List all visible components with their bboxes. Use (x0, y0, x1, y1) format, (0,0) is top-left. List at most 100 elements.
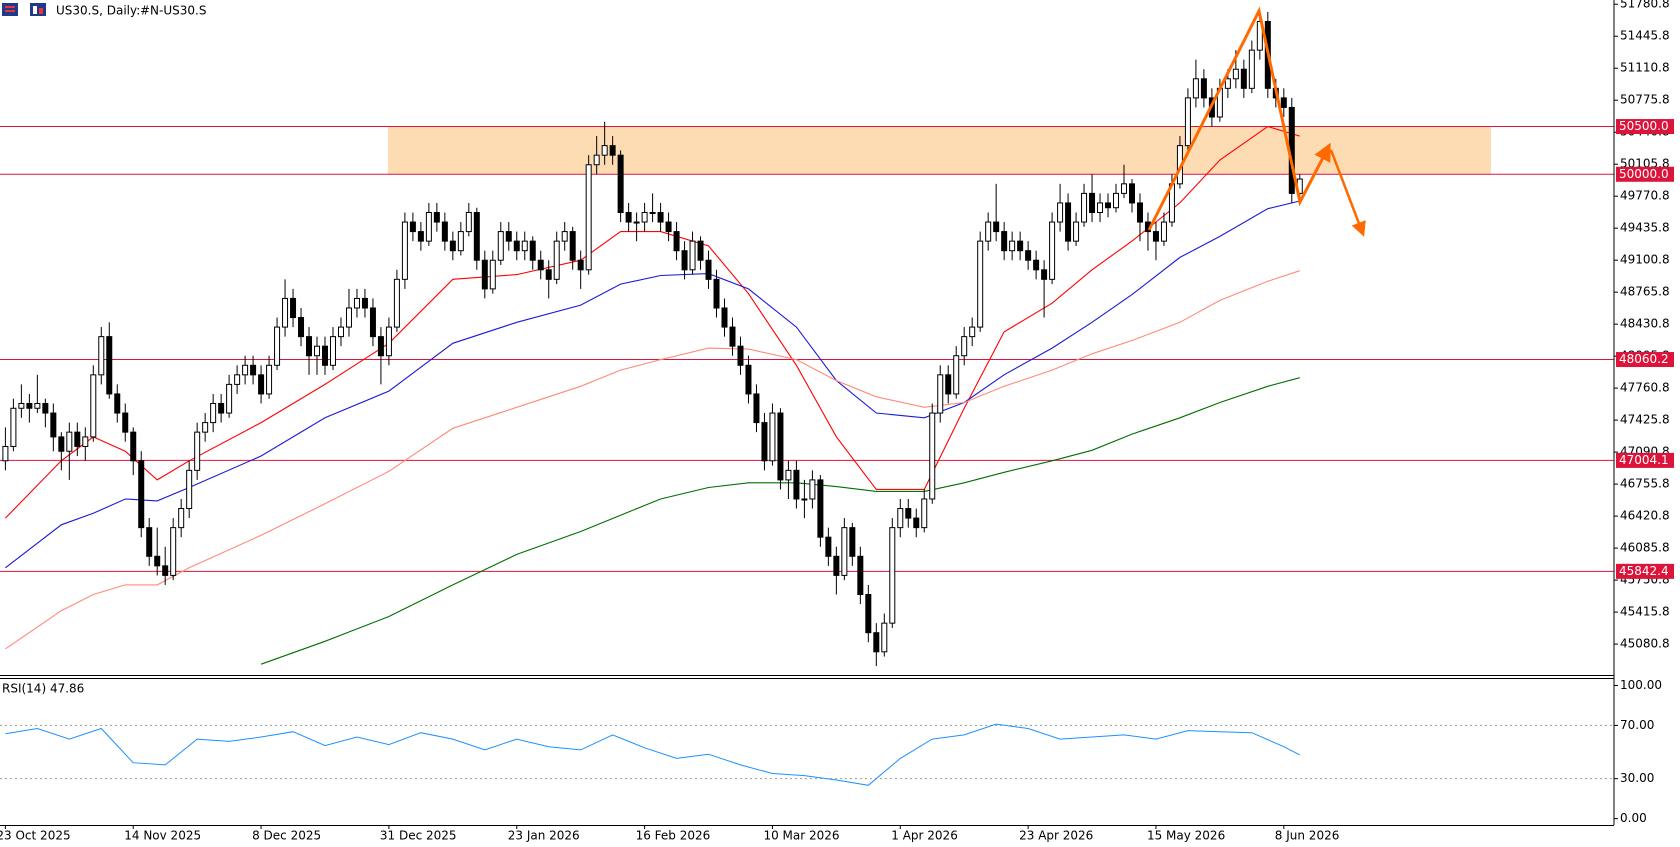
candle-body (633, 221, 640, 224)
candle-body (561, 231, 568, 242)
candle-body (98, 336, 105, 376)
icon (33, 6, 37, 14)
candle-body (122, 412, 129, 433)
candle-body (337, 326, 344, 338)
candle-body (649, 211, 656, 214)
candle-body (577, 259, 584, 271)
icon (30, 3, 46, 16)
candle-body (529, 240, 536, 261)
candle-body (713, 278, 720, 309)
candle-body (1152, 231, 1159, 242)
candle-body (953, 355, 960, 395)
moving-average (5, 125, 1300, 519)
candle-body (937, 374, 944, 414)
y-tick-label: 47760.8 (1620, 381, 1670, 395)
candle-body (1232, 68, 1239, 80)
supply-zone (388, 126, 1491, 175)
y-tick-label: 51445.8 (1620, 29, 1670, 43)
candle-body (481, 259, 488, 290)
candle-body (329, 336, 336, 366)
candle-body (601, 145, 608, 156)
candle-body (202, 422, 209, 433)
candle-body (1200, 78, 1207, 99)
candle-body (969, 326, 976, 338)
candle-body (873, 632, 880, 653)
candle-body (1224, 78, 1231, 89)
candle-body (473, 211, 480, 261)
candle-body (82, 436, 89, 447)
candle-body (1073, 221, 1080, 242)
x-tick-label: 8 Dec 2025 (252, 829, 321, 843)
candle-body (242, 364, 249, 376)
candle-body (353, 297, 360, 309)
candle-body (945, 374, 952, 395)
x-tick-label: 15 May 2026 (1147, 829, 1225, 843)
candle-body (369, 307, 376, 338)
y-tick-label: 51110.8 (1620, 61, 1670, 75)
y-tick-label: 45080.8 (1620, 637, 1670, 651)
y-tick-label: 49770.8 (1620, 189, 1670, 203)
candle-body (809, 479, 816, 500)
candle-body (234, 374, 241, 385)
candle-body (737, 345, 744, 366)
candle-body (849, 527, 856, 557)
candle-body (154, 555, 161, 567)
levels-layer (0, 126, 1614, 572)
candle-body (817, 479, 824, 538)
candle-body (306, 336, 313, 357)
y-tick-label: 48430.8 (1620, 317, 1670, 331)
rsi-layer (0, 723, 1614, 786)
level-label-box (1616, 119, 1674, 135)
candle-body (929, 412, 936, 500)
rsi-title: RSI(14) 47.86 (2, 682, 84, 696)
candle-body (26, 402, 33, 409)
rsi-line (5, 723, 1301, 786)
candle-body (1041, 269, 1048, 280)
candle-body (66, 431, 73, 452)
candle-body (553, 240, 560, 280)
candle-body (625, 211, 632, 223)
candle-body (377, 336, 384, 357)
candle-body (90, 374, 97, 438)
x-tick-label: 8 Jun 2026 (1275, 829, 1340, 843)
moving-average (5, 200, 1300, 569)
level-label-box (1616, 352, 1674, 368)
candle-body (705, 259, 712, 280)
candle-body (138, 460, 145, 529)
candle-body (314, 345, 321, 357)
candle-body (537, 259, 544, 271)
y-tick-label: 49100.8 (1620, 253, 1670, 267)
candle-body (226, 383, 233, 414)
candle-body (274, 326, 281, 366)
x-tick-label: 23 Jan 2026 (508, 829, 580, 843)
pattern-drawing (1147, 6, 1331, 231)
ma-layer (5, 125, 1300, 665)
candle-body (345, 307, 352, 328)
candle-body (585, 164, 592, 271)
candle-body (993, 221, 1000, 233)
candle-body (266, 364, 273, 395)
candle-body (186, 469, 193, 510)
candle-body (1240, 68, 1247, 89)
candle-body (729, 326, 736, 347)
candle-body (50, 412, 57, 438)
x-tick-label: 23 Oct 2025 (0, 829, 71, 843)
level-label: 47004.1 (1619, 453, 1669, 467)
x-tick-label: 16 Feb 2026 (636, 829, 711, 843)
candle-body (785, 469, 792, 481)
candle-body (258, 374, 265, 395)
candle-body (913, 517, 920, 529)
candle-body (1136, 202, 1143, 223)
x-tick-label: 1 Apr 2026 (891, 829, 958, 843)
level-label-box (1616, 166, 1674, 182)
candle-body (1057, 202, 1064, 223)
candle-body (2, 445, 9, 462)
y-tick-label: 48765.8 (1620, 285, 1670, 299)
level-label: 45842.4 (1619, 564, 1669, 578)
x-tick-label: 23 Apr 2026 (1019, 829, 1093, 843)
candle-body (977, 240, 984, 328)
candle-body (641, 211, 648, 223)
rsi-tick-label: 100.00 (1620, 678, 1662, 692)
candle-body (1089, 192, 1096, 213)
candle-body (401, 221, 408, 280)
